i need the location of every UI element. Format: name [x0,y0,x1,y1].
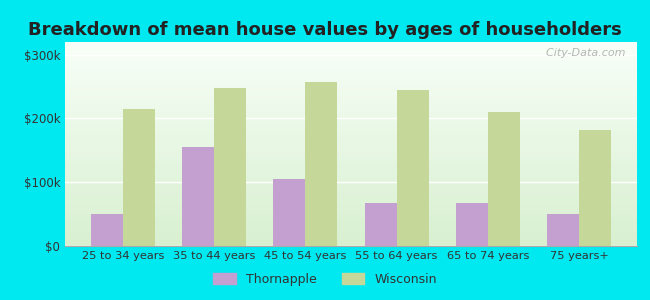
Bar [488,112,520,246]
Bar [91,214,123,246]
Text: City-Data.com: City-Data.com [539,48,625,58]
Bar [547,214,579,246]
Bar [274,179,305,246]
Text: Breakdown of mean house values by ages of householders: Breakdown of mean house values by ages o… [28,21,622,39]
Bar [123,109,155,246]
Bar [579,130,611,246]
Bar [365,203,396,246]
Bar [182,147,214,246]
Bar [396,90,428,246]
Bar [456,203,488,246]
Bar [306,82,337,246]
Legend: Thornapple, Wisconsin: Thornapple, Wisconsin [209,268,441,291]
Bar [214,88,246,246]
